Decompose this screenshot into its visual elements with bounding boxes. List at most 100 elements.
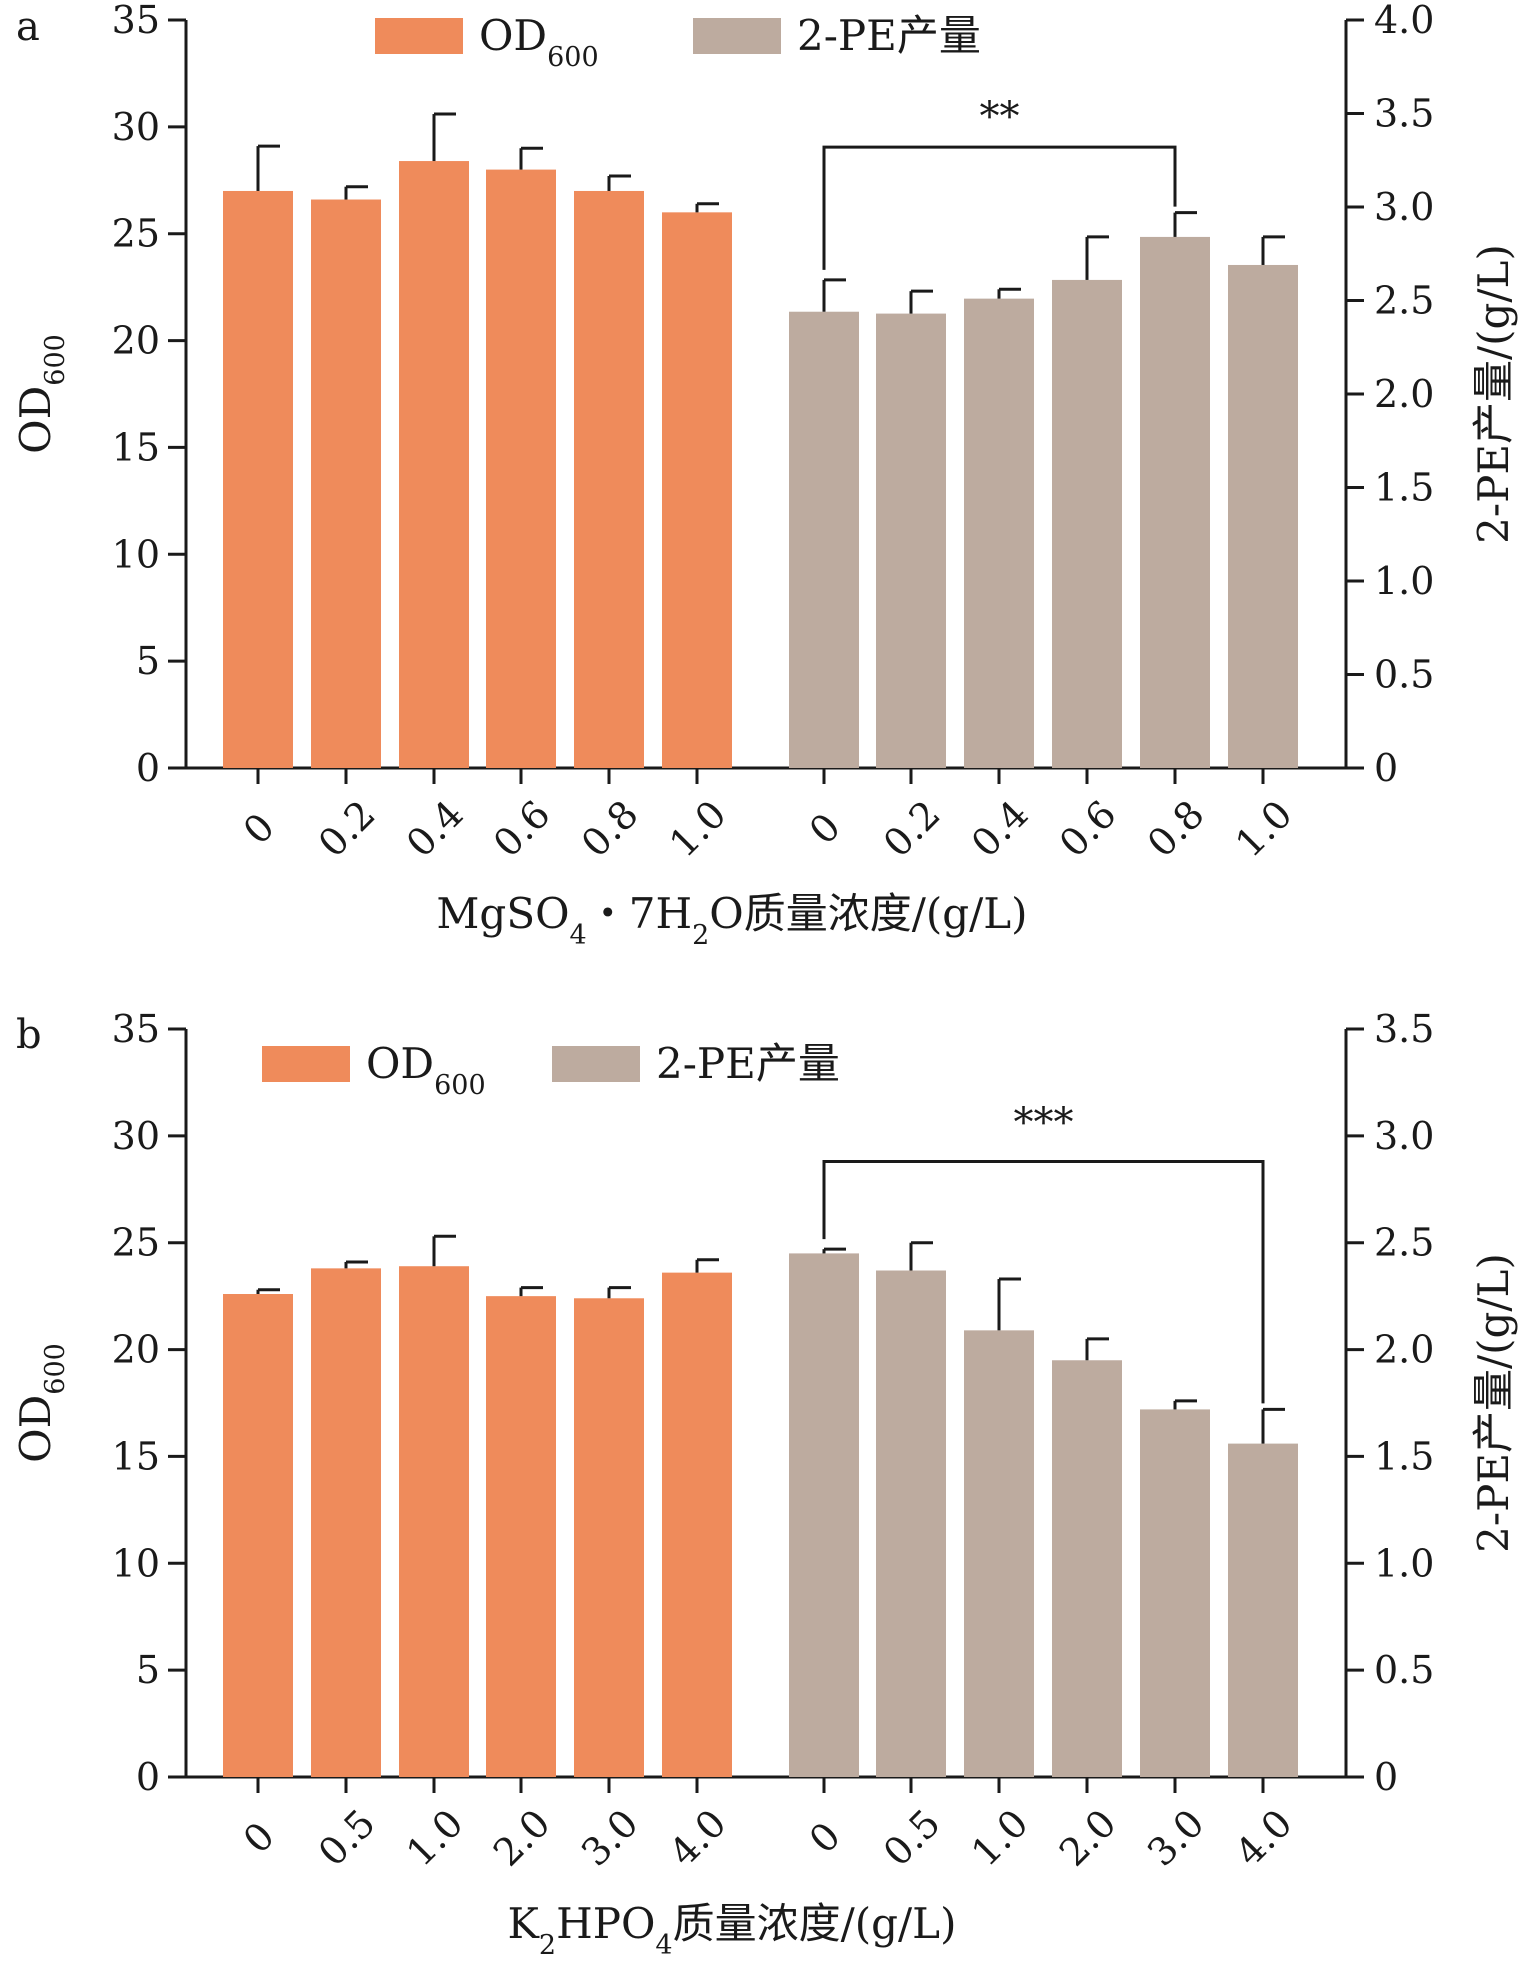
x-axis-title-part: HPO <box>556 1899 655 1948</box>
left-tick-label: 5 <box>136 1648 160 1692</box>
x-axis-title: MgSO4・7H2O质量浓度/(g/L) <box>436 889 1027 951</box>
pe-category-label: 0 <box>801 1814 849 1862</box>
x-axis-title-part: 质量浓度/(g/L) <box>673 1899 957 1948</box>
od600-bar <box>311 199 381 768</box>
right-tick-label: 2.5 <box>1374 279 1434 323</box>
od600-bar <box>311 1268 381 1777</box>
legend-label-main: 2-PE产量 <box>656 1039 840 1088</box>
x-axis-title-sub: 2 <box>692 920 709 951</box>
left-tick-label: 15 <box>112 1434 160 1478</box>
left-axis-title-main: OD <box>11 1395 60 1463</box>
x-axis-title-sub: 4 <box>655 1930 672 1961</box>
x-axis-title: K2HPO4质量浓度/(g/L) <box>508 1899 957 1961</box>
legend-label-sub: 600 <box>434 1070 486 1101</box>
right-tick-label: 2.0 <box>1374 1328 1434 1372</box>
right-tick-label: 1.5 <box>1374 466 1434 510</box>
pe-category-label: 1.0 <box>963 1801 1037 1875</box>
pe-bar <box>1140 236 1210 769</box>
od600-bar <box>486 1296 556 1777</box>
pe-category-label: 2.0 <box>1051 1801 1125 1875</box>
od600-category-label: 0.4 <box>398 792 472 866</box>
left-tick-label: 25 <box>112 1221 160 1265</box>
pe-category-label: 0 <box>801 805 849 853</box>
left-tick-label: 20 <box>112 319 160 363</box>
right-tick-label: 4.0 <box>1374 0 1434 42</box>
pe-bar <box>964 1330 1034 1777</box>
pe-category-label: 0.4 <box>963 792 1037 866</box>
pe-bar <box>1052 1360 1122 1777</box>
left-tick-label: 30 <box>112 105 160 149</box>
left-tick-label: 25 <box>112 212 160 256</box>
pe-category-label: 0.5 <box>875 1801 949 1875</box>
od600-category-label: 0.5 <box>310 1801 384 1875</box>
od600-bar <box>662 212 732 769</box>
left-tick-label: 0 <box>136 1755 160 1799</box>
pe-category-label: 3.0 <box>1139 1801 1213 1875</box>
pe-category-label: 4.0 <box>1227 1801 1301 1875</box>
pe-category-label: 1.0 <box>1227 792 1301 866</box>
right-axis-title: 2-PE产量/(g/L) <box>1469 244 1518 544</box>
legend-label-sub: 600 <box>547 42 599 73</box>
pe-bar <box>1052 279 1122 768</box>
x-axis-title-part: K <box>508 1899 541 1948</box>
left-axis-title-sub: 600 <box>40 1343 71 1395</box>
legend-label-od600: OD600 <box>479 11 599 73</box>
right-tick-label: 0 <box>1374 1755 1398 1799</box>
right-tick-label: 3.5 <box>1374 1007 1434 1051</box>
x-axis-title-sub: 2 <box>539 1930 556 1961</box>
panel-label-b: b <box>16 1012 42 1058</box>
legend-swatch-pe <box>552 1046 640 1082</box>
pe-bar <box>876 313 946 768</box>
legend-swatch-od600 <box>262 1046 350 1082</box>
legend-label-main: OD <box>479 11 547 60</box>
legend-label-main: OD <box>366 1039 434 1088</box>
od600-bar <box>486 169 556 769</box>
right-axis-title: 2-PE产量/(g/L) <box>1469 1253 1518 1553</box>
right-tick-label: 3.0 <box>1374 185 1434 229</box>
legend-label-pe: 2-PE产量 <box>656 1039 840 1088</box>
od600-bar <box>399 161 469 769</box>
right-tick-label: 1.0 <box>1374 1541 1434 1585</box>
pe-bar <box>789 1253 859 1777</box>
pe-category-label: 0.2 <box>875 792 949 866</box>
right-tick-label: 3.5 <box>1374 92 1434 136</box>
od600-bar <box>574 190 644 768</box>
panel-a: a 0510152025303500.51.01.52.02.53.03.54.… <box>11 0 1518 951</box>
legend-label-pe: 2-PE产量 <box>797 11 981 60</box>
od600-category-label: 4.0 <box>661 1801 735 1875</box>
od600-category-label: 0 <box>235 1814 283 1862</box>
pe-bar <box>1228 264 1298 768</box>
legend-label-main: 2-PE产量 <box>797 11 981 60</box>
left-axis-title-main: OD <box>11 386 60 454</box>
panel-b: b 0510152025303500.51.01.52.02.53.03.5OD… <box>11 1007 1518 1961</box>
left-tick-label: 10 <box>112 532 160 576</box>
left-tick-label: 20 <box>112 1328 160 1372</box>
pe-bar <box>1140 1409 1210 1777</box>
od600-category-label: 2.0 <box>485 1801 559 1875</box>
left-tick-label: 30 <box>112 1114 160 1158</box>
x-axis-title-part: O质量浓度/(g/L) <box>709 889 1027 938</box>
pe-bar <box>964 298 1034 768</box>
left-axis-title: OD600 <box>11 1343 71 1463</box>
left-tick-label: 0 <box>136 746 160 790</box>
right-tick-label: 2.5 <box>1374 1221 1434 1265</box>
right-tick-label: 0.5 <box>1374 653 1434 697</box>
left-tick-label: 5 <box>136 639 160 683</box>
significance-label: ** <box>980 94 1020 140</box>
right-tick-label: 2.0 <box>1374 372 1434 416</box>
legend-label-od600: OD600 <box>366 1039 486 1101</box>
pe-bar <box>789 311 859 768</box>
od600-category-label: 3.0 <box>573 1801 647 1875</box>
pe-category-label: 0.8 <box>1139 792 1213 866</box>
x-axis-title-sub: 4 <box>570 920 587 951</box>
pe-bar <box>1228 1443 1298 1777</box>
right-tick-label: 3.0 <box>1374 1114 1434 1158</box>
x-axis-title-part: MgSO <box>436 889 569 938</box>
significance-bracket <box>822 145 1177 270</box>
pe-bar <box>876 1270 946 1777</box>
right-tick-label: 0 <box>1374 746 1398 790</box>
left-tick-label: 35 <box>112 0 160 42</box>
legend-swatch-pe <box>693 18 781 54</box>
right-tick-label: 0.5 <box>1374 1648 1434 1692</box>
